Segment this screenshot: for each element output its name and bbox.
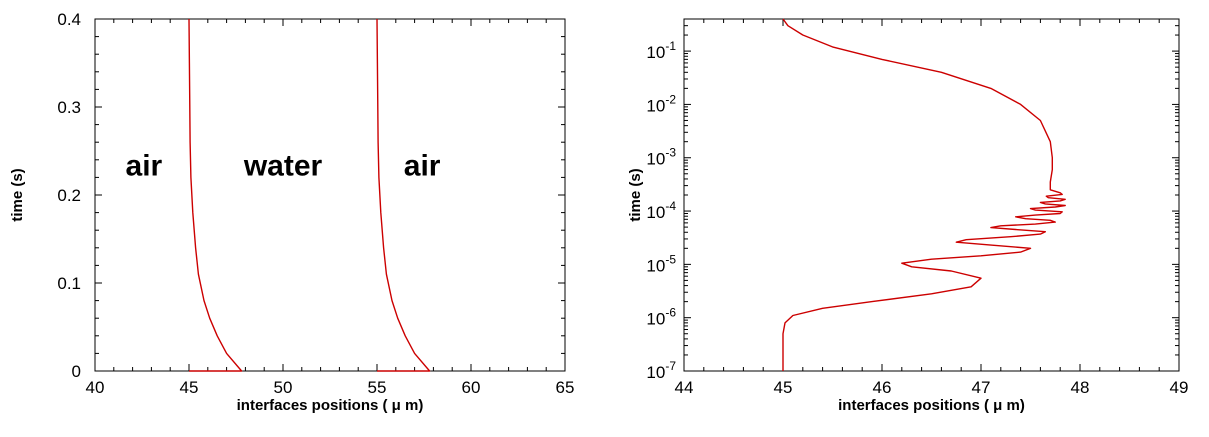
y-axis-label: time (s): [9, 168, 26, 221]
x-tick-label: 49: [1170, 378, 1189, 397]
region-label: air: [126, 149, 163, 182]
y-tick-base: 10: [646, 363, 665, 382]
y-tick-base: 10: [646, 96, 665, 115]
y-tick-label: 10-6: [646, 306, 676, 329]
x-tick-label: 48: [1071, 378, 1090, 397]
y-tick-base: 10: [646, 203, 665, 222]
plot-frame: [683, 18, 1180, 372]
x-tick-label: 47: [972, 378, 991, 397]
x-tick-label: 45: [774, 378, 793, 397]
x-tick-label: 40: [86, 378, 105, 397]
y-tick-exponent: -5: [665, 252, 676, 266]
x-tick-label: 65: [556, 378, 575, 397]
y-tick-exponent: -7: [665, 359, 676, 373]
y-tick-label: 10-2: [646, 92, 676, 115]
y-tick-label: 10-4: [646, 199, 676, 222]
y-tick-label: 10-5: [646, 252, 676, 275]
y-tick-exponent: -2: [665, 92, 676, 106]
y-tick-exponent: -3: [665, 146, 676, 160]
y-tick-label: 0.3: [57, 98, 81, 117]
series-line-0: [188, 18, 243, 372]
x-tick-label: 50: [274, 378, 293, 397]
x-tick-label: 44: [675, 378, 694, 397]
plot-frame: [94, 18, 566, 372]
y-tick-base: 10: [646, 150, 665, 169]
region-label: water: [243, 149, 323, 182]
y-tick-base: 10: [646, 256, 665, 275]
right-chart-panel: 44 45 46 47 48 4910-710-610-510-410-310-210-1…: [627, 18, 1189, 414]
x-axis-label: interfaces positions ( μ m): [838, 397, 1025, 414]
y-tick-exponent: -1: [665, 39, 676, 53]
y-tick-label: 0: [72, 362, 81, 381]
y-tick-label: 10-3: [646, 146, 676, 169]
region-label: air: [404, 149, 441, 182]
y-tick-label: 0.1: [57, 274, 81, 293]
x-tick-label: 55: [368, 378, 387, 397]
y-tick-base: 10: [646, 310, 665, 329]
y-axis-label: time (s): [627, 168, 644, 221]
y-tick-label: 0.4: [57, 10, 81, 29]
x-axis-label: interfaces positions ( μ m): [237, 397, 424, 414]
y-tick-base: 10: [646, 43, 665, 62]
left-chart-panel: 40 45 50 55 60 65 0 0.1 0.2 0.3 0.4 interfaces posi…: [9, 10, 574, 414]
x-tick-label: 46: [873, 378, 892, 397]
y-tick-label: 10-1: [646, 39, 676, 62]
x-tick-label: 45: [180, 378, 199, 397]
y-tick-exponent: -6: [665, 306, 676, 320]
y-tick-label: 10-7: [646, 359, 676, 382]
series-line-1: [376, 18, 431, 372]
y-tick-exponent: -4: [665, 199, 676, 213]
y-tick-label: 0.2: [57, 186, 81, 205]
x-tick-label: 60: [462, 378, 481, 397]
series-line-0: [782, 18, 1066, 371]
